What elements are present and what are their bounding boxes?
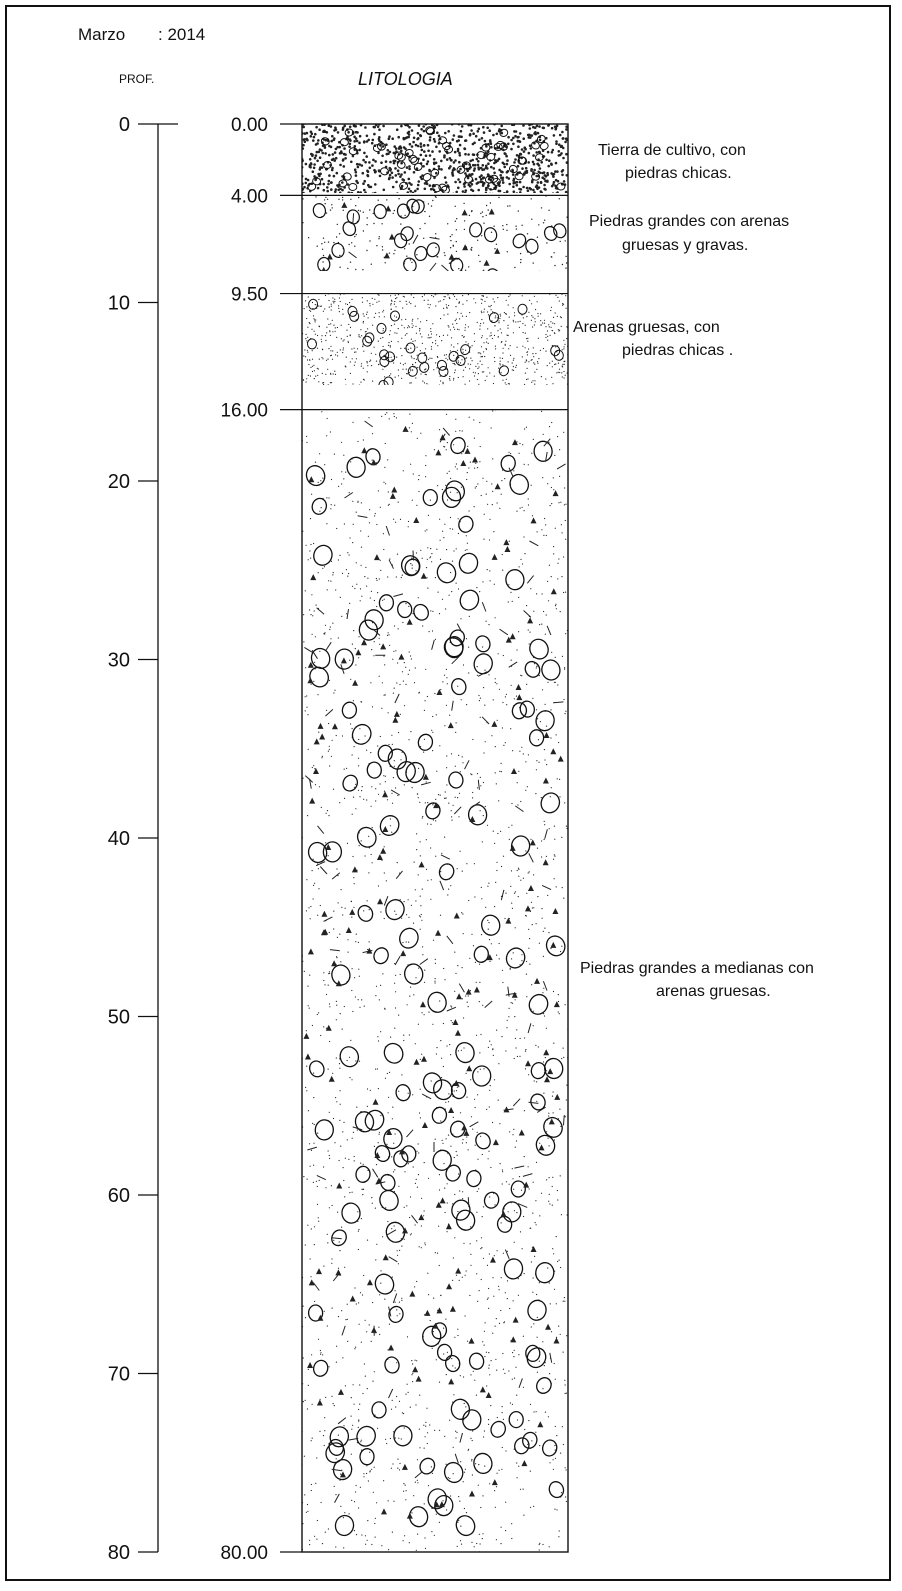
depth-tick-label: 30 xyxy=(108,650,130,672)
layer-3-pattern xyxy=(302,293,568,385)
depth-tick-label: 40 xyxy=(108,828,130,850)
depth-tick-label: 60 xyxy=(108,1185,130,1207)
boundary-depth-label: 16.00 xyxy=(220,401,268,422)
depth-tick-label: 20 xyxy=(108,471,130,493)
boundary-depth-label: 0.00 xyxy=(231,115,268,136)
depth-tick-label: 70 xyxy=(108,1364,130,1386)
layer-4-pattern xyxy=(302,409,568,1552)
layer-boundaries: 0.00 4.00 9.50 16.00 80.00 xyxy=(220,115,568,1564)
drawing-frame xyxy=(5,5,891,1581)
boundary-depth-label: 80.00 xyxy=(220,1543,268,1564)
prof-label: PROF. xyxy=(119,72,154,86)
layer-descriptions: Tierra de cultivo, con piedras chicas. Pie… xyxy=(573,142,814,1000)
layer-4-description: arenas gruesas. xyxy=(656,983,771,1000)
layer-1-pattern xyxy=(302,124,568,193)
lithology-column xyxy=(301,123,569,1553)
layer-3-description: piedras chicas . xyxy=(622,342,733,359)
layer-2-pattern xyxy=(302,194,568,271)
depth-tick-label: 0 xyxy=(119,114,130,136)
depth-axis-ticks: 0 10 20 30 40 50 60 70 80 xyxy=(108,114,178,1564)
year-label: : 2014 xyxy=(158,25,205,44)
layer-1-description: Tierra de cultivo, con xyxy=(598,142,746,159)
litologia-label: LITOLOGIA xyxy=(358,69,453,89)
layer-2-description: gruesas y gravas. xyxy=(622,237,748,254)
layer-3-description: Arenas gruesas, con xyxy=(573,319,720,336)
boundary-depth-label: 9.50 xyxy=(231,285,268,306)
layer-2-description: Piedras grandes con arenas xyxy=(589,213,789,230)
layer-1-description: piedras chicas. xyxy=(625,165,732,182)
depth-tick-label: 50 xyxy=(108,1007,130,1029)
depth-tick-label: 10 xyxy=(108,293,130,315)
boundary-depth-label: 4.00 xyxy=(231,186,268,207)
month-label: Marzo xyxy=(78,25,125,44)
depth-tick-label: 80 xyxy=(108,1542,130,1564)
layer-4-description: Piedras grandes a medianas con xyxy=(580,960,814,977)
